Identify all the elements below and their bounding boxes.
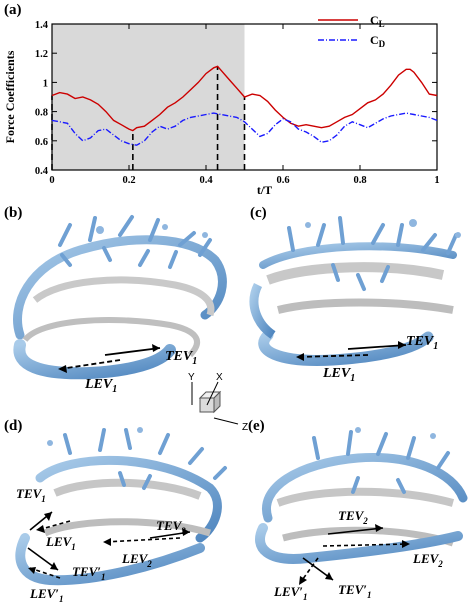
label-d-lev2: LEV bbox=[121, 551, 149, 566]
label-d-tev1: TEV bbox=[16, 486, 43, 501]
label-b-tev1: TEV bbox=[165, 349, 194, 364]
svg-text:LEV1: LEV1 bbox=[84, 377, 117, 395]
vortex-cloud-e bbox=[255, 427, 468, 564]
x-tick-label: 0.8 bbox=[353, 175, 366, 186]
y-tick-label: 0.8 bbox=[35, 108, 48, 119]
axis-y-label: Y bbox=[188, 372, 195, 383]
arrow-lev1-b bbox=[58, 359, 121, 373]
coordinate-triad: Y X Z bbox=[188, 372, 248, 433]
svg-text:TEV2: TEV2 bbox=[156, 518, 186, 536]
legend-label-sub: L bbox=[379, 19, 385, 29]
label-e-lev1p-sub: 1 bbox=[303, 592, 308, 602]
label-e-lev1p: LEV′ bbox=[273, 584, 303, 599]
y-tick-label: 1.2 bbox=[35, 49, 48, 60]
vortex-cloud-c bbox=[249, 216, 461, 366]
legend-label: CL bbox=[370, 13, 385, 29]
series-cl-line bbox=[51, 65, 438, 132]
y-axis-title: Force Coefficients bbox=[3, 50, 17, 143]
x-axis-title: t/T bbox=[257, 183, 272, 197]
label-b-lev1-sub: 1 bbox=[112, 384, 117, 395]
label-e-tev1p: TEV′ bbox=[338, 582, 367, 597]
arrow-tev1-d bbox=[29, 511, 53, 531]
label-c-tev1: TEV bbox=[406, 334, 435, 349]
arrow-lev1p-d bbox=[28, 567, 61, 579]
vortex-visualization-b: TEV1 LEV1 bbox=[13, 215, 227, 395]
label-e-lev2-sub: 2 bbox=[437, 559, 443, 569]
vortex-cloud-b bbox=[13, 215, 227, 380]
label-b-lev1: LEV bbox=[84, 377, 114, 392]
svg-text:LEV′1: LEV′1 bbox=[273, 584, 307, 602]
x-tick-label: 0.4 bbox=[199, 175, 213, 186]
svg-text:TEV1: TEV1 bbox=[406, 334, 438, 352]
svg-text:LEV2: LEV2 bbox=[412, 551, 443, 569]
label-d-tev1p-sub: 1 bbox=[101, 572, 106, 582]
arrow-lev2-d bbox=[103, 537, 181, 546]
label-d-lev1p-sub: 1 bbox=[59, 594, 64, 604]
legend-label: CD bbox=[370, 33, 386, 49]
svg-text:TEV′1: TEV′1 bbox=[338, 582, 371, 600]
svg-text:LEV1: LEV1 bbox=[45, 534, 76, 552]
x-tick-label: 0 bbox=[49, 175, 54, 186]
arrow-tev1p-e bbox=[302, 557, 334, 581]
vortex-visualization-d: TEV1 LEV1 TEV2 LEV2 TEV′1 LEV′1 bbox=[15, 427, 227, 604]
label-e-tev2: TEV bbox=[338, 508, 365, 523]
arrow-tev2-e bbox=[327, 524, 384, 535]
label-d-tev2-sub: 2 bbox=[180, 526, 186, 536]
x-tick-label: 0.2 bbox=[122, 175, 135, 186]
label-c-lev1: LEV bbox=[322, 366, 352, 381]
panel-label-e: (e) bbox=[248, 418, 265, 434]
svg-text:TEV2: TEV2 bbox=[338, 508, 368, 526]
y-tick-label: 0.4 bbox=[35, 166, 49, 177]
force-coefficient-chart: 0 0.2 0.4 0.6 0.8 1 0.4 0.6 0.8 1 1.2 1.4 t/T Force C… bbox=[3, 13, 440, 197]
legend-label-sub: D bbox=[379, 39, 386, 49]
svg-text:TEV′1: TEV′1 bbox=[72, 564, 105, 582]
arrow-tev1-c bbox=[347, 341, 407, 350]
x-tick-label: 1 bbox=[434, 175, 439, 186]
vortex-visualization-c: TEV1 LEV1 bbox=[249, 216, 461, 384]
label-c-tev1-sub: 1 bbox=[433, 341, 438, 352]
label-e-tev2-sub: 2 bbox=[362, 516, 368, 526]
svg-text:TEV1: TEV1 bbox=[16, 486, 46, 504]
arrow-lev1-d bbox=[36, 520, 71, 533]
label-d-tev2: TEV bbox=[156, 518, 183, 533]
panel-label-c: (c) bbox=[250, 205, 267, 221]
svg-text:LEV2: LEV2 bbox=[121, 551, 152, 569]
panel-label-a: (a) bbox=[4, 2, 22, 18]
arrow-lev1p-e bbox=[299, 557, 319, 585]
svg-text:TEV1: TEV1 bbox=[165, 349, 197, 367]
y-tick-label: 0.6 bbox=[35, 137, 48, 148]
label-e-tev1p-sub: 1 bbox=[367, 590, 372, 600]
label-d-lev2-sub: 2 bbox=[146, 559, 152, 569]
label-c-lev1-sub: 1 bbox=[350, 373, 355, 384]
label-d-tev1-sub: 1 bbox=[41, 494, 46, 504]
vortex-visualization-e: TEV2 LEV2 LEV′1 TEV′1 bbox=[255, 427, 468, 602]
y-tick-label: 1 bbox=[43, 78, 48, 89]
label-d-lev1p: LEV′ bbox=[29, 586, 59, 601]
label-d-lev1: LEV bbox=[45, 534, 73, 549]
arrow-tev1p-d bbox=[27, 547, 59, 571]
arrow-lev1-c bbox=[296, 353, 369, 361]
x-tick-label: 0.6 bbox=[276, 175, 289, 186]
label-d-lev1-sub: 1 bbox=[71, 542, 76, 552]
arrow-tev1-b bbox=[104, 344, 161, 356]
panel-label-d: (d) bbox=[4, 418, 23, 434]
vortex-cloud-d bbox=[15, 427, 227, 586]
y-tick-label: 1.4 bbox=[35, 20, 49, 31]
panel-label-b: (b) bbox=[4, 205, 23, 221]
svg-text:LEV1: LEV1 bbox=[322, 366, 355, 384]
series-cd-line bbox=[51, 112, 438, 146]
arrow-lev2-e bbox=[322, 540, 410, 548]
arrow-tev2-d bbox=[149, 528, 191, 539]
svg-text:LEV′1: LEV′1 bbox=[29, 586, 63, 604]
label-e-lev2: LEV bbox=[412, 551, 440, 566]
label-d-tev1p: TEV′ bbox=[72, 564, 101, 579]
axis-x-label: X bbox=[216, 372, 223, 383]
axis-z-label: Z bbox=[242, 422, 248, 433]
label-b-tev1-sub: 1 bbox=[192, 356, 197, 367]
